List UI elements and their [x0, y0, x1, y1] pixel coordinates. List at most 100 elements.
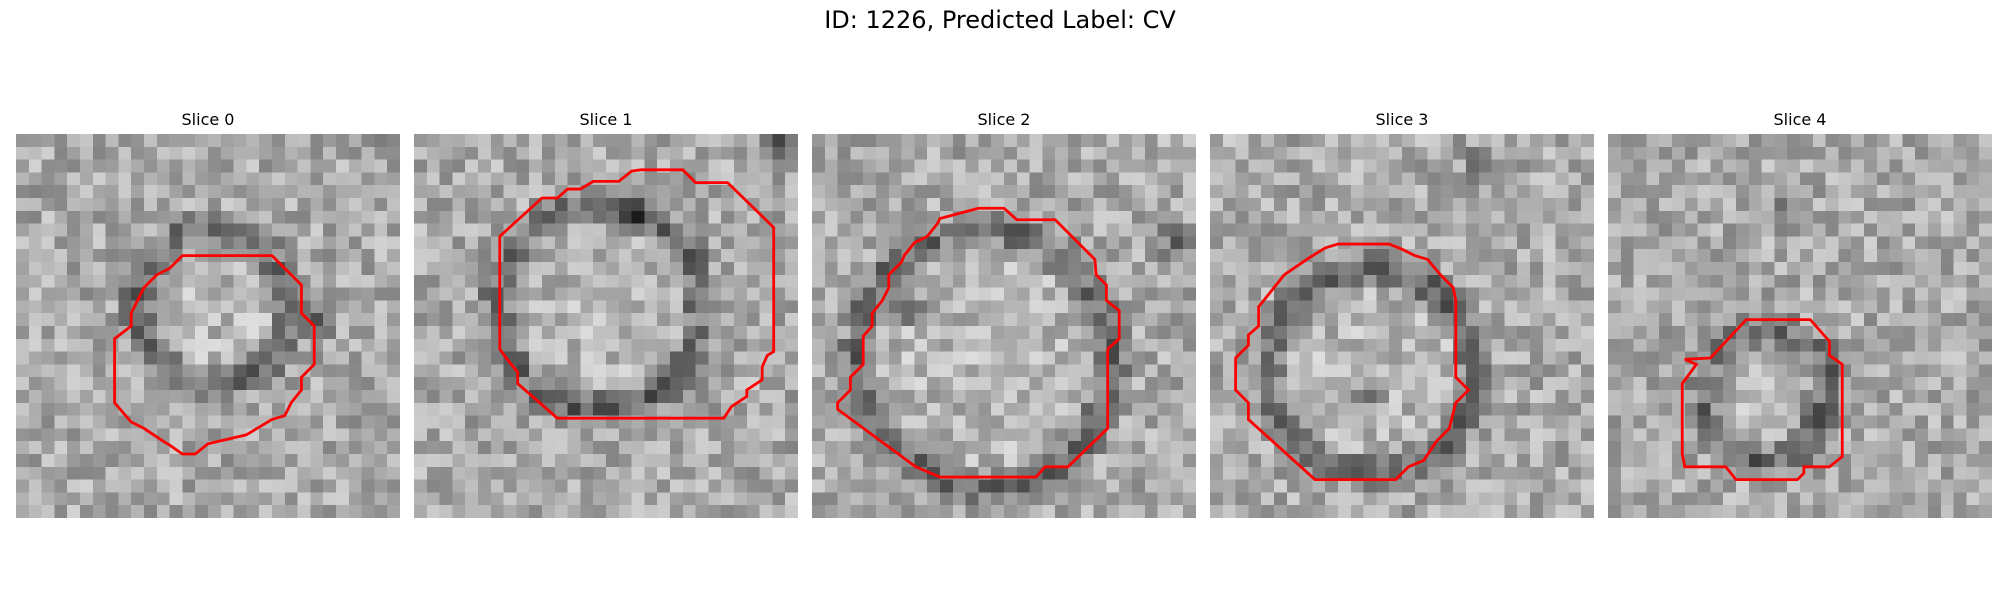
image-pixel: [888, 351, 902, 365]
image-pixel: [1825, 466, 1839, 480]
image-pixel: [387, 479, 400, 493]
image-pixel: [246, 159, 260, 173]
image-pixel: [1183, 466, 1196, 480]
image-pixel: [67, 300, 81, 314]
image-pixel: [516, 185, 530, 199]
image-pixel: [1029, 402, 1043, 416]
image-pixel: [323, 223, 337, 237]
image-pixel: [118, 454, 132, 468]
image-pixel: [1672, 492, 1686, 506]
image-pixel: [593, 159, 607, 173]
image-pixel: [1517, 134, 1531, 148]
image-pixel: [1042, 390, 1056, 404]
image-pixel: [863, 402, 877, 416]
image-pixel: [1235, 402, 1249, 416]
image-pixel: [644, 454, 658, 468]
image-pixel: [1210, 492, 1224, 506]
image-pixel: [1016, 402, 1030, 416]
image-pixel: [323, 377, 337, 391]
image-pixel: [246, 351, 260, 365]
image-pixel: [1581, 287, 1594, 301]
image-pixel: [465, 415, 479, 429]
image-pixel: [1966, 172, 1980, 186]
image-pixel: [695, 390, 709, 404]
image-pixel: [1106, 159, 1120, 173]
image-pixel: [657, 236, 671, 250]
image-pixel: [1376, 159, 1390, 173]
image-pixel: [1132, 351, 1146, 365]
image-pixel: [41, 402, 55, 416]
image-pixel: [1608, 326, 1622, 340]
image-pixel: [1248, 198, 1262, 212]
image-pixel: [208, 146, 222, 160]
image-pixel: [1106, 313, 1120, 327]
image-pixel: [1055, 249, 1069, 263]
image-pixel: [1555, 262, 1569, 276]
image-pixel: [785, 428, 798, 442]
image-pixel: [1106, 415, 1120, 429]
image-pixel: [284, 300, 298, 314]
image-pixel: [1119, 172, 1133, 186]
image-pixel: [220, 441, 234, 455]
image-pixel: [1517, 287, 1531, 301]
image-pixel: [1684, 313, 1698, 327]
image-pixel: [452, 185, 466, 199]
image-pixel: [67, 134, 81, 148]
image-pixel: [631, 223, 645, 237]
image-pixel: [682, 249, 696, 263]
image-pixel: [695, 313, 709, 327]
image-pixel: [1876, 313, 1890, 327]
image-pixel: [1889, 223, 1903, 237]
image-pixel: [1132, 236, 1146, 250]
image-pixel: [1928, 134, 1942, 148]
image-pixel: [348, 287, 362, 301]
image-pixel: [1068, 146, 1082, 160]
image-pixel: [1659, 338, 1673, 352]
image-pixel: [606, 172, 620, 186]
image-pixel: [1620, 390, 1634, 404]
image-pixel: [361, 198, 375, 212]
image-pixel: [812, 479, 826, 493]
image-pixel: [927, 274, 941, 288]
image-pixel: [1299, 377, 1313, 391]
image-pixel: [1581, 185, 1594, 199]
image-pixel: [721, 441, 735, 455]
image-pixel: [721, 134, 735, 148]
image-pixel: [812, 428, 826, 442]
image-pixel: [16, 172, 30, 186]
image-pixel: [144, 441, 158, 455]
image-pixel: [1953, 287, 1967, 301]
image-pixel: [503, 198, 517, 212]
image-pixel: [1774, 377, 1788, 391]
image-pixel: [1414, 466, 1428, 480]
image-pixel: [1568, 210, 1582, 224]
image-pixel: [503, 428, 517, 442]
image-pixel: [1812, 236, 1826, 250]
image-pixel: [1838, 326, 1852, 340]
image-pixel: [1274, 364, 1288, 378]
image-pixel: [1542, 505, 1556, 518]
image-pixel: [965, 415, 979, 429]
image-pixel: [284, 287, 298, 301]
image-pixel: [1542, 326, 1556, 340]
slice-image: [414, 134, 798, 518]
image-pixel: [1210, 351, 1224, 365]
image-pixel: [529, 146, 543, 160]
image-pixel: [1144, 402, 1158, 416]
image-pixel: [888, 134, 902, 148]
image-pixel: [1210, 223, 1224, 237]
image-pixel: [1581, 364, 1594, 378]
image-pixel: [208, 338, 222, 352]
image-pixel: [837, 364, 851, 378]
image-pixel: [54, 185, 68, 199]
image-pixel: [1710, 492, 1724, 506]
image-pixel: [1889, 185, 1903, 199]
image-pixel: [927, 236, 941, 250]
image-pixel: [1568, 172, 1582, 186]
image-pixel: [876, 313, 890, 327]
image-pixel: [1144, 492, 1158, 506]
image-pixel: [1363, 185, 1377, 199]
image-pixel: [54, 287, 68, 301]
image-pixel: [1825, 479, 1839, 493]
image-pixel: [618, 454, 632, 468]
